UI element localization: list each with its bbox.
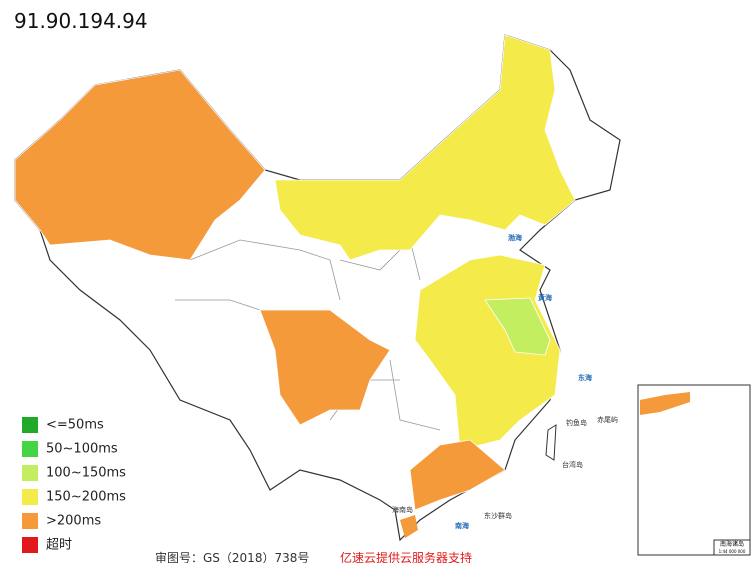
region-150-200 <box>274 34 576 261</box>
region-over-200 <box>409 439 506 511</box>
legend-label: 超时 <box>46 538 72 553</box>
sea-label: 黄海 <box>538 293 552 302</box>
legend-swatch <box>22 513 38 529</box>
region-over-200 <box>259 309 391 426</box>
region-over-200 <box>400 515 418 538</box>
sea-label: 南海 <box>455 521 469 530</box>
inset-frame <box>637 384 751 556</box>
legend-swatch <box>22 441 38 457</box>
inset-scale: 1:44 000 000 <box>719 549 746 554</box>
inset-title: 南海诸岛 <box>720 540 744 548</box>
legend-label: 50~100ms <box>46 442 118 457</box>
legend-swatch <box>22 489 38 505</box>
sponsor-text: 亿速云提供云服务器支持 <box>340 550 472 563</box>
legend-swatch <box>22 417 38 433</box>
taiwan <box>545 424 557 461</box>
region-100-150 <box>484 297 551 356</box>
island-label: 钓鱼岛 <box>566 418 587 427</box>
approval-number: 审图号：GS（2018）738号 <box>155 550 309 563</box>
legend-label: <=50ms <box>46 418 104 433</box>
island-label: 海南岛 <box>392 505 413 514</box>
inset-region <box>640 392 690 415</box>
inset-caption-box <box>713 539 751 556</box>
sea-label: 东海 <box>578 373 592 382</box>
legend-label: 100~150ms <box>46 466 126 481</box>
legend: <=50ms 50~100ms 100~150ms 150~200ms >200ms 超时 <box>22 417 126 553</box>
ip-title: 91.90.194.94 <box>14 9 148 33</box>
region-over-200 <box>14 69 266 261</box>
legend-label: 150~200ms <box>46 490 126 505</box>
island-label: 台湾岛 <box>562 460 583 469</box>
island-label: 赤尾屿 <box>597 415 618 424</box>
legend-swatch <box>22 537 38 553</box>
sea-label: 渤海 <box>508 233 522 242</box>
legend-swatch <box>22 465 38 481</box>
island-label: 东沙群岛 <box>484 511 512 520</box>
legend-label: >200ms <box>46 514 101 529</box>
